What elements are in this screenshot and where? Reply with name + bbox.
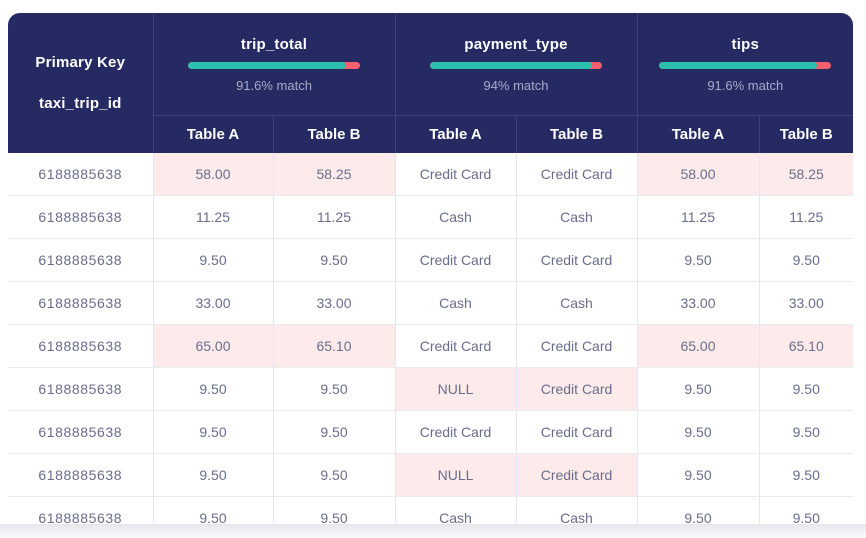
table-row: 6188885638 58.00 58.25 Credit Card Credit Ca… (8, 153, 853, 196)
tips-table-a-cell: 33.00 (636, 281, 759, 325)
payment-type-table-b-cell: Credit Card (515, 153, 637, 196)
tips-table-b-cell: 9.50 (758, 367, 853, 411)
subheader-tips-table-a: Table A (636, 115, 759, 153)
table-row: 6188885638 9.50 9.50 Credit Card Credit Card… (8, 410, 853, 454)
tips-table-b-cell: 9.50 (758, 453, 853, 497)
tips-table-a-cell: 65.00 (636, 324, 759, 368)
trip-total-table-a-cell: 9.50 (152, 367, 273, 411)
table-row: 6188885638 65.00 65.10 Credit Card Credit Ca… (8, 324, 853, 368)
primary-key-value-cell: 6188885638 (8, 153, 153, 196)
tips-table-b-cell: 33.00 (758, 281, 853, 325)
comparison-table: Primary Key taxi_trip_id trip_total 91.6… (8, 13, 853, 538)
primary-key-header: Primary Key taxi_trip_id (8, 13, 153, 153)
tips-table-b-cell: 9.50 (758, 410, 853, 454)
payment-type-table-b-cell: Credit Card (515, 324, 637, 368)
group-title: trip_total (240, 35, 308, 53)
payment-type-table-a-cell: Credit Card (394, 324, 516, 368)
trip-total-table-a-cell: 58.00 (152, 153, 273, 196)
tips-table-a-cell: 9.50 (636, 238, 759, 282)
table-row: 6188885638 11.25 11.25 Cash Cash 11.25 11.25 (8, 195, 853, 239)
trip-total-table-b-cell: 9.50 (272, 453, 395, 497)
payment-type-table-b-cell: Credit Card (515, 453, 637, 497)
primary-key-value-cell: 6188885638 (8, 238, 153, 282)
tips-table-a-cell: 9.50 (636, 410, 759, 454)
payment-type-table-a-cell: Credit Card (394, 410, 516, 454)
match-progress-fill (188, 61, 346, 69)
trip-total-table-b-cell: 11.25 (272, 195, 395, 239)
tips-table-b-cell: 58.25 (758, 153, 853, 196)
payment-type-table-b-cell: Cash (515, 281, 637, 325)
group-title: payment_type (464, 35, 568, 53)
primary-key-value-cell: 6188885638 (8, 195, 153, 239)
table-row: 6188885638 9.50 9.50 NULL Credit Card 9.50 9.5… (8, 453, 853, 497)
primary-key-value-cell: 6188885638 (8, 410, 153, 454)
match-percentage-label: 91.6% match (236, 77, 312, 93)
trip-total-table-b-cell: 65.10 (272, 324, 395, 368)
trip-total-table-b-cell: 9.50 (272, 410, 395, 454)
subheader-trip-total-table-a: Table A (152, 115, 273, 153)
payment-type-table-a-cell: Cash (394, 195, 516, 239)
tips-table-a-cell: 11.25 (636, 195, 759, 239)
trip-total-table-a-cell: 33.00 (152, 281, 273, 325)
subheader-tips-table-b: Table B (758, 115, 853, 153)
payment-type-table-a-cell: Credit Card (394, 153, 516, 196)
trip-total-table-b-cell: 9.50 (272, 367, 395, 411)
primary-key-field-name: taxi_trip_id (39, 95, 122, 112)
bottom-fade-strip (0, 524, 866, 538)
trip-total-table-b-cell: 58.25 (272, 153, 395, 196)
match-progress-fill (659, 61, 817, 69)
table-body: 6188885638 58.00 58.25 Credit Card Credit Ca… (8, 153, 853, 538)
table-row: 6188885638 9.50 9.50 NULL Credit Card 9.50 9.5… (8, 367, 853, 411)
subheader-payment-type-table-b: Table B (515, 115, 637, 153)
data-diff-comparison-table: Primary Key taxi_trip_id trip_total 91.6… (8, 13, 853, 538)
payment-type-table-a-cell: Cash (394, 281, 516, 325)
trip-total-table-a-cell: 11.25 (152, 195, 273, 239)
payment-type-table-b-cell: Credit Card (515, 367, 637, 411)
primary-key-value-cell: 6188885638 (8, 367, 153, 411)
match-percentage-label: 91.6% match (707, 77, 784, 93)
subheader-trip-total-table-b: Table B (272, 115, 395, 153)
column-group-payment-type: payment_type 94% match (394, 13, 637, 116)
tips-table-a-cell: 58.00 (636, 153, 759, 196)
tips-table-b-cell: 65.10 (758, 324, 853, 368)
trip-total-table-a-cell: 9.50 (152, 410, 273, 454)
column-group-tips: tips 91.6% match (636, 13, 853, 116)
trip-total-table-a-cell: 9.50 (152, 238, 273, 282)
payment-type-table-b-cell: Credit Card (515, 238, 637, 282)
column-group-trip-total: trip_total 91.6% match (152, 13, 395, 116)
trip-total-table-b-cell: 33.00 (272, 281, 395, 325)
subheader-payment-type-table-a: Table A (394, 115, 516, 153)
primary-key-value-cell: 6188885638 (8, 453, 153, 497)
trip-total-table-b-cell: 9.50 (272, 238, 395, 282)
table-row: 6188885638 9.50 9.50 Credit Card Credit Card… (8, 238, 853, 282)
payment-type-table-a-cell: NULL (394, 367, 516, 411)
payment-type-table-b-cell: Credit Card (515, 410, 637, 454)
match-percentage-label: 94% match (483, 77, 549, 93)
tips-table-a-cell: 9.50 (636, 367, 759, 411)
payment-type-table-a-cell: NULL (394, 453, 516, 497)
trip-total-table-a-cell: 65.00 (152, 324, 273, 368)
primary-key-value-cell: 6188885638 (8, 281, 153, 325)
group-title: tips (731, 35, 759, 53)
trip-total-table-a-cell: 9.50 (152, 453, 273, 497)
match-progress-fill (430, 61, 592, 69)
tips-table-a-cell: 9.50 (636, 453, 759, 497)
table-row: 6188885638 33.00 33.00 Cash Cash 33.00 33.00 (8, 281, 853, 325)
tips-table-b-cell: 9.50 (758, 238, 853, 282)
primary-key-value-cell: 6188885638 (8, 324, 153, 368)
match-progress-bar (659, 61, 832, 69)
match-progress-bar (188, 61, 360, 69)
tips-table-b-cell: 11.25 (758, 195, 853, 239)
match-progress-bar (430, 61, 602, 69)
primary-key-title: Primary Key (35, 54, 126, 71)
payment-type-table-a-cell: Credit Card (394, 238, 516, 282)
payment-type-table-b-cell: Cash (515, 195, 637, 239)
